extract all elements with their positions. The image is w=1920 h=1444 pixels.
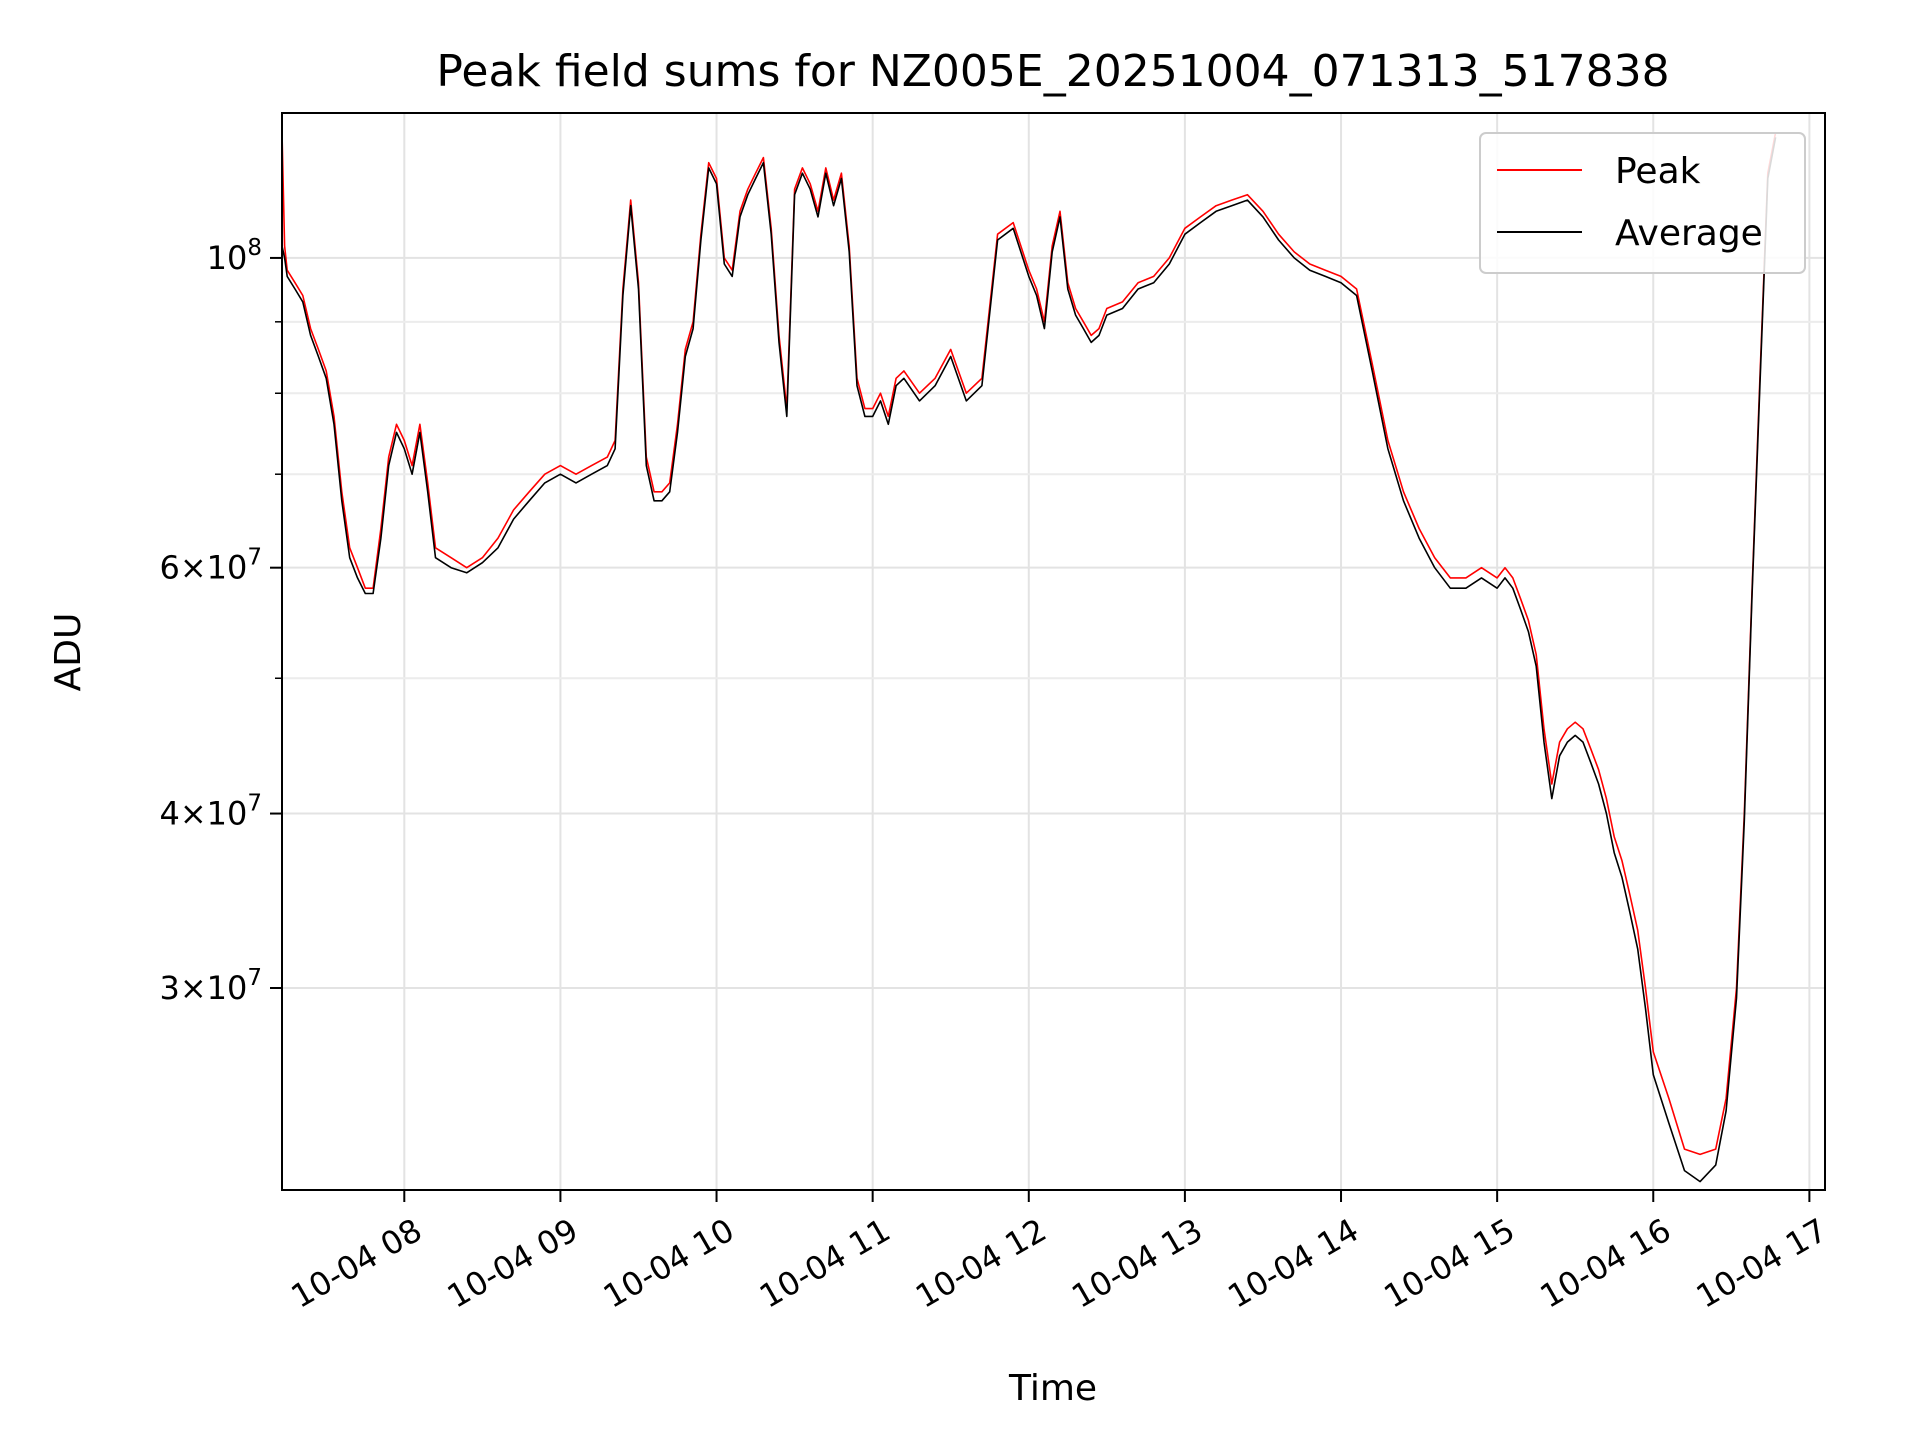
ticks: 10-04 08 10-04 09 10-04 10 10-04 11 10-04 12… xyxy=(159,235,1833,1316)
y-tick-label: 4×107 xyxy=(159,791,262,833)
legend-label-peak: Peak xyxy=(1615,151,1701,192)
x-tick-label: 10-04 10 xyxy=(597,1211,741,1316)
x-axis-label: Time xyxy=(1008,1368,1097,1409)
plot-frame xyxy=(281,112,1826,1191)
series-line-peak xyxy=(281,132,1777,1156)
series-layer xyxy=(281,132,1777,1183)
y-tick-label: 6×107 xyxy=(159,545,262,587)
grid xyxy=(282,113,1825,1190)
legend-box xyxy=(1479,132,1806,274)
legend-label-average: Average xyxy=(1615,213,1763,254)
x-tick-label: 10-04 15 xyxy=(1378,1211,1522,1316)
y-axis-label: ADU xyxy=(48,613,89,692)
x-tick-label: 10-04 11 xyxy=(753,1211,897,1316)
x-tick-label: 10-04 14 xyxy=(1221,1211,1365,1316)
x-tick-label: 10-04 09 xyxy=(441,1211,585,1316)
x-tick-label: 10-04 12 xyxy=(909,1211,1053,1316)
y-tick-label: 108 xyxy=(207,235,262,277)
x-tick-label: 10-04 08 xyxy=(285,1211,429,1316)
legend: Peak Average xyxy=(1479,132,1806,274)
y-tick-label: 3×107 xyxy=(159,965,262,1007)
x-tick-label: 10-04 13 xyxy=(1065,1211,1209,1316)
x-tick-label: 10-04 17 xyxy=(1690,1211,1834,1316)
chart-title: Peak field sums for NZ005E_20251004_0713… xyxy=(436,46,1669,97)
x-tick-label: 10-04 16 xyxy=(1534,1211,1678,1316)
series-line-average xyxy=(281,137,1777,1183)
